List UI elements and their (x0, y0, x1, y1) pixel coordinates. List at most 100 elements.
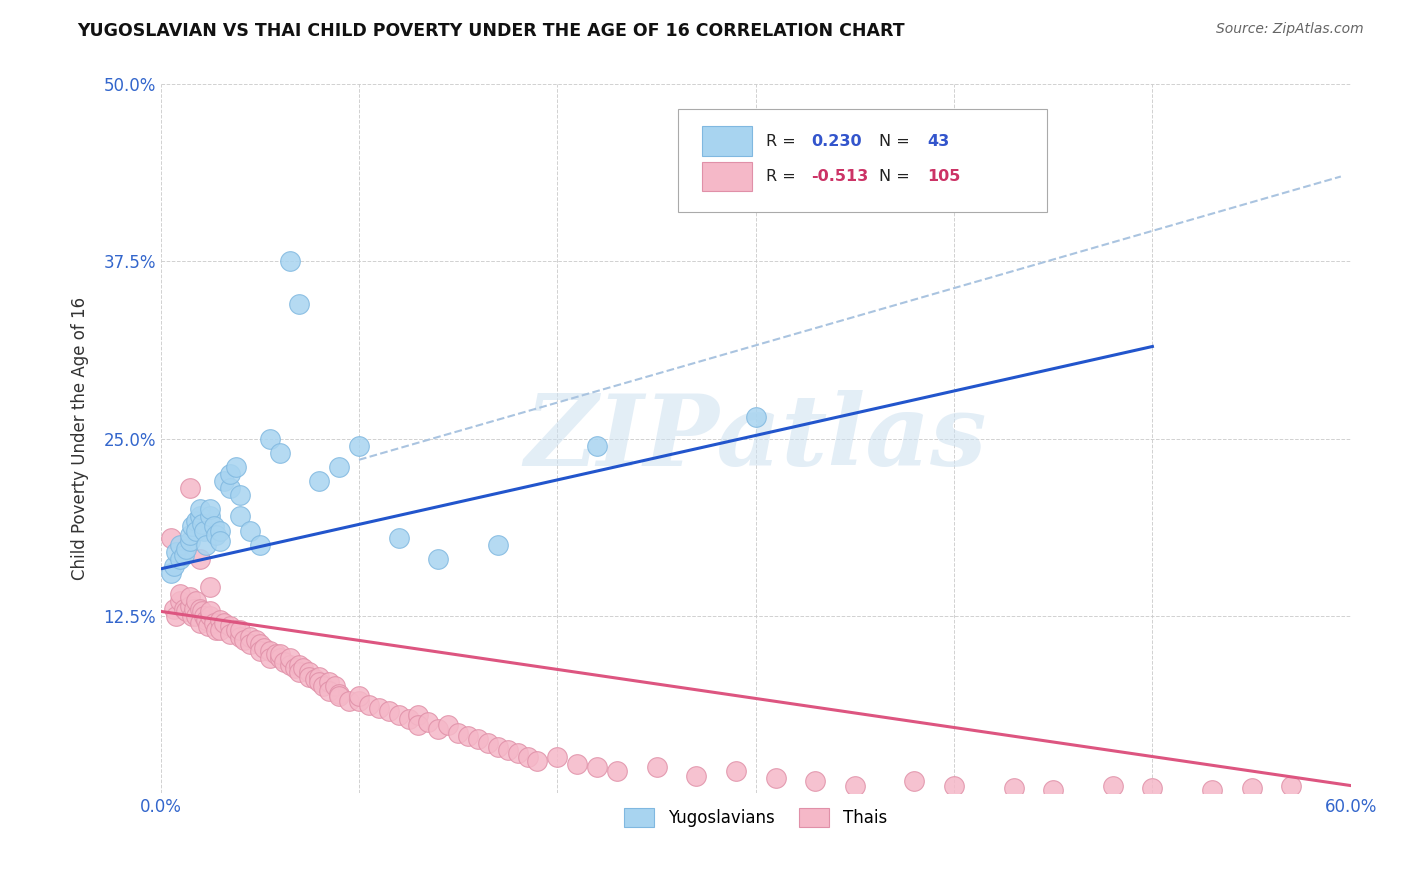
Point (186, 608, 208, 623)
Text: N =: N = (880, 169, 915, 184)
Point (249, 644, 271, 658)
Point (173, 601, 195, 615)
Point (388, 707, 411, 722)
Point (278, 651, 301, 665)
Point (586, 439, 609, 453)
Point (278, 254, 301, 268)
Point (1201, 782, 1223, 797)
Point (179, 481, 201, 495)
Point (191, 516, 214, 531)
Point (292, 661, 315, 675)
Point (229, 488, 252, 502)
Point (169, 552, 191, 566)
Point (308, 669, 330, 683)
Point (427, 722, 450, 736)
Point (357, 698, 380, 712)
Point (176, 604, 198, 618)
Point (288, 297, 311, 311)
Point (269, 647, 291, 661)
Point (219, 627, 242, 641)
Text: 43: 43 (927, 134, 949, 149)
Point (377, 704, 399, 718)
Point (298, 665, 321, 680)
Point (347, 690, 370, 704)
Text: R =: R = (766, 134, 801, 149)
FancyBboxPatch shape (678, 109, 1047, 212)
Point (496, 743, 519, 757)
Point (308, 474, 330, 488)
Point (186, 594, 208, 608)
Point (269, 651, 291, 665)
Point (288, 658, 311, 673)
Point (1240, 781, 1263, 796)
Point (259, 644, 281, 658)
Point (163, 559, 186, 574)
Point (304, 673, 326, 687)
Point (232, 632, 254, 647)
Point (212, 474, 235, 488)
Point (163, 601, 186, 615)
Point (200, 502, 222, 516)
Point (308, 675, 330, 690)
Point (229, 630, 252, 644)
Point (191, 604, 214, 618)
Point (318, 683, 340, 698)
Point (606, 764, 628, 779)
Point (318, 675, 340, 690)
Point (486, 538, 509, 552)
Point (239, 637, 262, 651)
Point (186, 514, 208, 528)
Point (388, 531, 411, 545)
Point (225, 459, 247, 474)
Text: -0.513: -0.513 (811, 169, 869, 184)
Point (169, 538, 191, 552)
Point (179, 590, 201, 604)
Point (486, 740, 509, 755)
Point (516, 750, 538, 764)
Point (209, 533, 232, 548)
FancyBboxPatch shape (702, 161, 752, 192)
Point (179, 533, 201, 548)
Point (278, 658, 301, 673)
Text: Source: ZipAtlas.com: Source: ZipAtlas.com (1216, 22, 1364, 37)
Point (467, 731, 489, 746)
Point (183, 601, 205, 615)
Point (645, 760, 668, 774)
Text: ZIPatlas: ZIPatlas (524, 391, 987, 487)
Point (159, 531, 181, 545)
Point (195, 613, 218, 627)
Point (398, 712, 420, 726)
Point (173, 548, 195, 562)
FancyBboxPatch shape (702, 127, 752, 156)
Point (526, 755, 548, 769)
Point (181, 519, 204, 533)
Point (219, 481, 242, 495)
Point (239, 524, 262, 538)
Point (202, 615, 225, 630)
Point (209, 623, 232, 637)
Point (447, 726, 470, 740)
Point (209, 524, 232, 538)
Point (1042, 782, 1064, 797)
Point (408, 717, 430, 731)
Point (765, 772, 787, 786)
Point (219, 467, 242, 481)
Point (176, 542, 198, 557)
Point (328, 459, 350, 474)
Point (200, 604, 222, 618)
Point (273, 656, 295, 670)
Point (477, 736, 499, 750)
Point (193, 524, 215, 538)
Point (200, 580, 222, 594)
Point (188, 601, 211, 615)
Point (546, 750, 568, 764)
Point (506, 746, 529, 760)
Point (288, 665, 311, 680)
Point (205, 623, 228, 637)
Point (457, 729, 479, 743)
Point (188, 552, 211, 566)
Point (284, 661, 307, 675)
Point (347, 693, 370, 707)
Point (269, 446, 291, 460)
Text: N =: N = (880, 134, 915, 149)
